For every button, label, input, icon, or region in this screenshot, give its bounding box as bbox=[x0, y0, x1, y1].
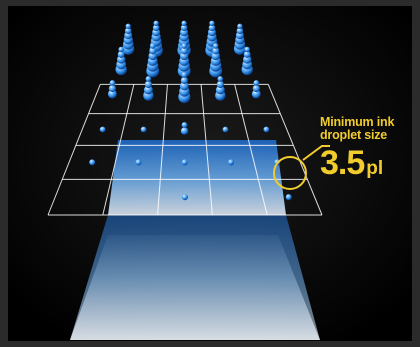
ink-droplet bbox=[216, 80, 224, 89]
ink-droplet bbox=[237, 23, 243, 29]
ink-droplet bbox=[181, 159, 188, 166]
ink-droplet bbox=[251, 89, 261, 99]
ink-droplet bbox=[180, 47, 188, 55]
ink-droplet bbox=[252, 84, 260, 93]
ink-droplet bbox=[118, 46, 124, 53]
print-area-beam bbox=[108, 140, 286, 215]
ink-droplet bbox=[253, 80, 260, 86]
grid-column-line bbox=[267, 84, 323, 216]
ink-droplet bbox=[222, 126, 229, 133]
ink-droplet bbox=[152, 24, 160, 32]
ink-droplet bbox=[211, 51, 220, 61]
ink-droplet bbox=[181, 20, 187, 26]
droplet-size-unit: pl bbox=[366, 158, 384, 179]
ink-droplet bbox=[215, 85, 225, 95]
ink-droplet bbox=[212, 47, 220, 55]
leader-line bbox=[302, 145, 330, 161]
callout-line-1: Minimum ink bbox=[320, 115, 395, 129]
ink-droplet bbox=[180, 24, 188, 32]
ink-droplet bbox=[140, 126, 147, 133]
ink-droplet bbox=[181, 72, 188, 78]
ink-droplet bbox=[181, 122, 188, 128]
ink-droplet bbox=[244, 46, 250, 53]
ink-droplet bbox=[242, 55, 252, 64]
ink-droplet bbox=[107, 89, 117, 99]
callout-line-2: droplet size bbox=[320, 128, 388, 142]
ink-droplet bbox=[180, 127, 189, 135]
droplet-size-callout: Minimum ink droplet size 3.5 pl bbox=[320, 116, 416, 183]
grid-column-line bbox=[234, 84, 268, 216]
ink-droplet bbox=[116, 55, 126, 64]
ink-droplet bbox=[145, 76, 152, 82]
grid-column-line bbox=[47, 84, 101, 216]
ink-droplet bbox=[144, 80, 152, 89]
ink-droplet bbox=[135, 159, 142, 166]
droplet-size-number: 3.5 bbox=[320, 144, 365, 182]
grid-column-line bbox=[102, 84, 135, 216]
highlight-ring bbox=[273, 156, 307, 190]
droplet-size-value: 3.5 pl bbox=[320, 144, 416, 183]
ink-droplet bbox=[285, 194, 292, 201]
ink-droplet bbox=[179, 51, 189, 61]
droplets-layer bbox=[89, 20, 292, 201]
ink-droplet bbox=[125, 23, 131, 29]
grid-lines bbox=[47, 83, 323, 216]
ink-droplet bbox=[243, 51, 251, 58]
ink-droplet bbox=[263, 126, 270, 133]
ink-droplet bbox=[181, 194, 188, 201]
ink-droplet bbox=[109, 80, 116, 86]
ink-droplet bbox=[181, 43, 187, 49]
ink-droplet bbox=[148, 51, 157, 61]
ink-droplet bbox=[89, 159, 96, 166]
ink-droplet bbox=[124, 27, 132, 35]
ink-droplet bbox=[153, 20, 159, 26]
ink-droplet bbox=[179, 81, 189, 91]
ink-droplet bbox=[117, 51, 125, 58]
ink-droplet bbox=[180, 76, 188, 85]
ink-droplet bbox=[149, 43, 156, 49]
ink-droplet bbox=[143, 85, 153, 95]
ink-droplet bbox=[236, 27, 244, 35]
ink-droplet bbox=[108, 84, 117, 93]
ink-droplet bbox=[209, 20, 215, 26]
ink-droplet bbox=[208, 24, 216, 32]
ink-droplet bbox=[212, 43, 219, 49]
print-area-beam-lower bbox=[70, 215, 320, 340]
ink-droplet bbox=[149, 47, 157, 55]
grid-column-line bbox=[157, 84, 168, 216]
grid-column-line bbox=[200, 84, 213, 216]
ink-droplet bbox=[228, 159, 234, 166]
ink-droplet bbox=[217, 76, 224, 82]
ink-droplet bbox=[99, 126, 106, 133]
